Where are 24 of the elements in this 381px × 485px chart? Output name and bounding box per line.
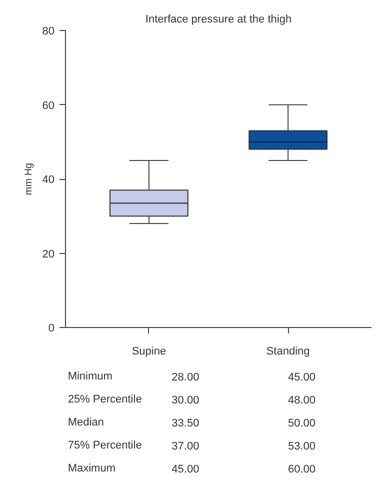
text: 33.50 <box>172 418 200 430</box>
text: Maximum <box>68 462 116 475</box>
text: 45.00 <box>288 372 316 384</box>
y-axis-title: mm Hg <box>23 162 34 196</box>
text: 60.00 <box>288 464 316 476</box>
text: 37.00 <box>172 440 200 453</box>
text: 75% Percentile <box>68 440 142 452</box>
text: 50.00 <box>288 418 316 430</box>
text: 48.00 <box>288 394 316 407</box>
y-tick-label: 80 <box>42 26 55 38</box>
text: Minimum <box>68 370 112 383</box>
text: 45.00 <box>172 464 200 476</box>
text: 25% Percentile <box>68 394 142 406</box>
x-tick-label: Standing <box>266 346 310 358</box>
chart-title: Interface pressure at the thigh <box>145 14 292 26</box>
y-tick-label: 0 <box>48 322 55 334</box>
y-tick-label: 20 <box>42 248 55 260</box>
text: 53.00 <box>288 440 316 453</box>
text: 28.00 <box>172 372 200 384</box>
y-tick-label: 60 <box>42 100 55 112</box>
text: 30.00 <box>172 394 200 407</box>
y-tick-label: 40 <box>42 174 55 186</box>
text: Median <box>68 416 104 429</box>
x-tick-label: Supine <box>132 346 166 358</box>
